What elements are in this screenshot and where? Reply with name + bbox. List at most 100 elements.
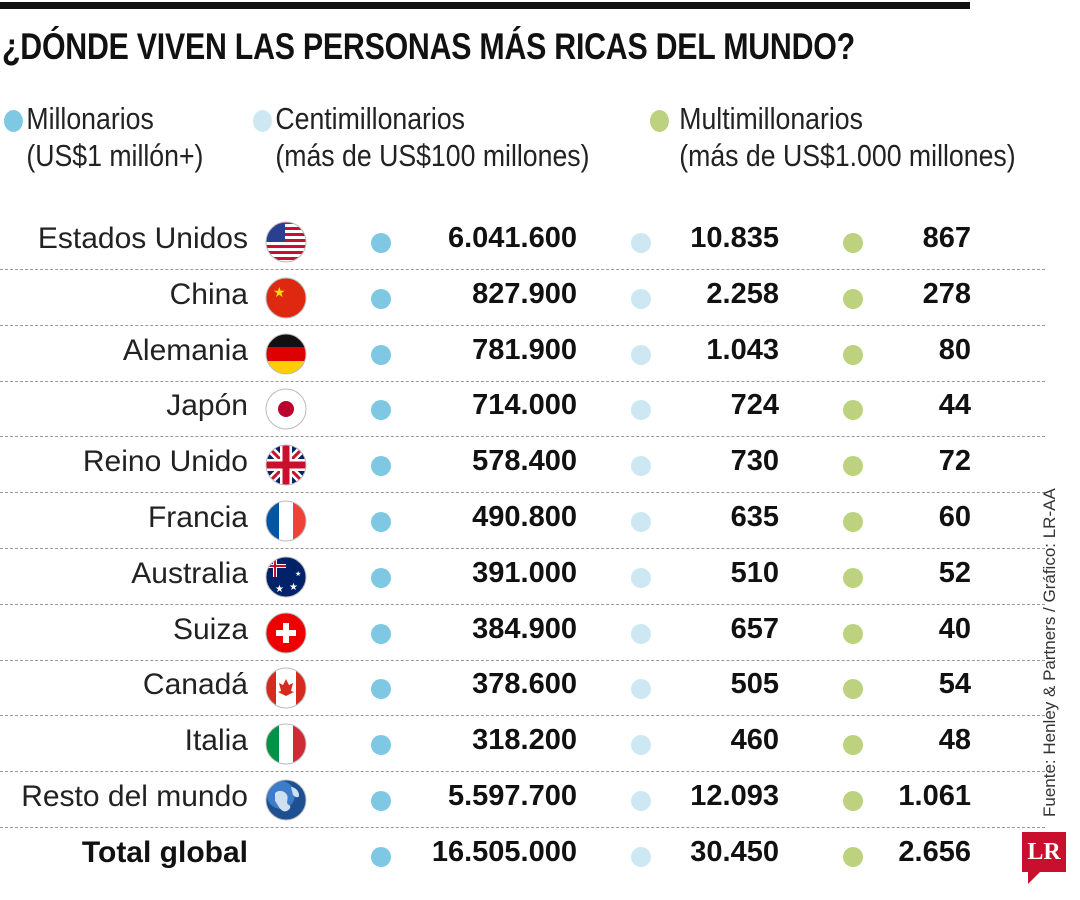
value-multimillonarios: 48 (938, 724, 971, 757)
value-millonarios: 578.400 (472, 445, 577, 478)
country-name: Resto del mundo (21, 780, 248, 813)
legend-label: Centimillonarios (275, 101, 466, 136)
flag-it-icon (265, 723, 307, 765)
country-name: Total global (81, 835, 248, 869)
row-divider (0, 380, 1045, 382)
flag-ca-icon (265, 667, 307, 709)
dot-multimillonarios (843, 400, 863, 421)
flag-de-icon (265, 333, 307, 375)
dot-centimillonarios (631, 567, 651, 588)
country-name: Italia (184, 724, 248, 758)
table-row: Australia ★ ★ ★ 391.000 510 52 (0, 549, 1045, 605)
value-millonarios: 378.600 (472, 668, 577, 701)
table-row: Francia 490.800 635 60 (0, 493, 1045, 549)
flag-gb-icon (265, 444, 307, 486)
dot-millonarios (371, 456, 391, 477)
row-divider (0, 603, 1045, 605)
legend-centimillonarios: Centimillonarios (más de US$100 millones… (253, 100, 589, 174)
flag-jp-icon (265, 388, 307, 430)
dot-centimillonarios (631, 623, 651, 644)
lr-logo: LR (1022, 832, 1066, 884)
table-row: Estados Unidos 6.041.600 10.835 867 (0, 214, 1045, 270)
country-name: Francia (147, 501, 248, 534)
dot-centimillonarios (631, 344, 651, 365)
legend-sublabel: (US$1 millón+) (26, 138, 204, 173)
value-millonarios: 16.505.000 (431, 835, 577, 868)
legend-dot-multimillonarios (650, 110, 669, 132)
source-note: Fuente: Henley & Partners / Gráfico: LR-… (1040, 488, 1059, 817)
dot-multimillonarios (843, 456, 863, 477)
country-name: China (169, 277, 248, 311)
value-multimillonarios: 52 (938, 556, 971, 589)
value-millonarios: 781.900 (472, 333, 577, 366)
value-multimillonarios: 60 (938, 501, 971, 533)
table-row: China ★ 827.900 2.258 278 (0, 270, 1045, 326)
value-centimillonarios: 460 (730, 724, 779, 757)
flag-globe-icon (265, 779, 307, 821)
value-multimillonarios: 867 (922, 222, 971, 254)
value-multimillonarios: 1.061 (898, 780, 971, 812)
row-divider (0, 324, 1045, 326)
dot-centimillonarios (631, 288, 651, 309)
value-multimillonarios: 278 (922, 277, 971, 310)
country-name: Japón (166, 389, 248, 423)
legend-sublabel: (más de US$100 millones) (275, 138, 590, 173)
value-multimillonarios: 2.656 (898, 835, 971, 868)
country-name: Estados Unidos (37, 222, 248, 255)
dot-multimillonarios (843, 791, 863, 811)
flag-us-icon (265, 221, 307, 263)
svg-text:★: ★ (273, 284, 286, 300)
value-centimillonarios: 505 (730, 668, 779, 701)
value-multimillonarios: 80 (938, 333, 971, 366)
chart-title: ¿DÓNDE VIVEN LAS PERSONAS MÁS RICAS DEL … (2, 26, 855, 67)
value-millonarios: 318.200 (472, 724, 577, 757)
dot-multimillonarios (843, 623, 863, 644)
value-multimillonarios: 72 (938, 445, 971, 478)
value-centimillonarios: 10.835 (690, 222, 779, 254)
value-millonarios: 6.041.600 (447, 222, 577, 254)
svg-text:★: ★ (295, 570, 301, 578)
table-row: Resto del mundo 5.597.700 12.093 1.061 (0, 772, 1045, 828)
dot-multimillonarios (843, 679, 863, 700)
top-rule (0, 2, 970, 9)
value-millonarios: 490.800 (472, 501, 577, 533)
table-row: Alemania 781.900 1.043 80 (0, 326, 1045, 382)
flag-cn-icon: ★ (265, 277, 307, 319)
table-row: Reino Unido 578.400 730 72 (0, 437, 1045, 494)
dot-millonarios (371, 567, 391, 588)
dot-multimillonarios (843, 846, 863, 867)
dot-multimillonarios (843, 344, 863, 365)
dot-multimillonarios (843, 567, 863, 588)
value-centimillonarios: 657 (730, 612, 779, 645)
dot-millonarios (371, 846, 391, 867)
row-divider (0, 715, 1045, 717)
dot-centimillonarios (631, 679, 651, 700)
row-divider (0, 436, 1045, 438)
dot-centimillonarios (631, 233, 651, 253)
value-millonarios: 5.597.700 (447, 780, 577, 812)
legend-dot-centimillonarios (253, 110, 272, 132)
legend-dot-millonarios (4, 110, 23, 132)
value-multimillonarios: 40 (938, 612, 971, 645)
value-millonarios: 384.900 (472, 612, 577, 645)
dot-multimillonarios (843, 735, 863, 756)
value-centimillonarios: 724 (730, 389, 779, 422)
country-name: Australia (131, 556, 248, 590)
value-millonarios: 827.900 (472, 277, 577, 310)
table-row: Suiza 384.900 657 40 (0, 605, 1045, 661)
value-multimillonarios: 54 (938, 668, 971, 701)
country-name: Suiza (172, 612, 248, 646)
flag-fr-icon (265, 500, 307, 542)
dot-centimillonarios (631, 791, 651, 811)
table-row: Japón 714.000 724 44 (0, 381, 1045, 438)
dot-centimillonarios (631, 512, 651, 532)
country-name: Canadá (142, 668, 248, 702)
row-divider (0, 659, 1045, 661)
legend-multimillonarios: Multimillonarios (más de US$1.000 millon… (650, 100, 1016, 174)
legend-millonarios: Millonarios (US$1 millón+) (4, 100, 203, 174)
row-divider (0, 771, 1045, 773)
dot-multimillonarios (843, 512, 863, 532)
dot-millonarios (371, 288, 391, 309)
row-divider (0, 548, 1045, 549)
row-divider (0, 827, 1045, 828)
